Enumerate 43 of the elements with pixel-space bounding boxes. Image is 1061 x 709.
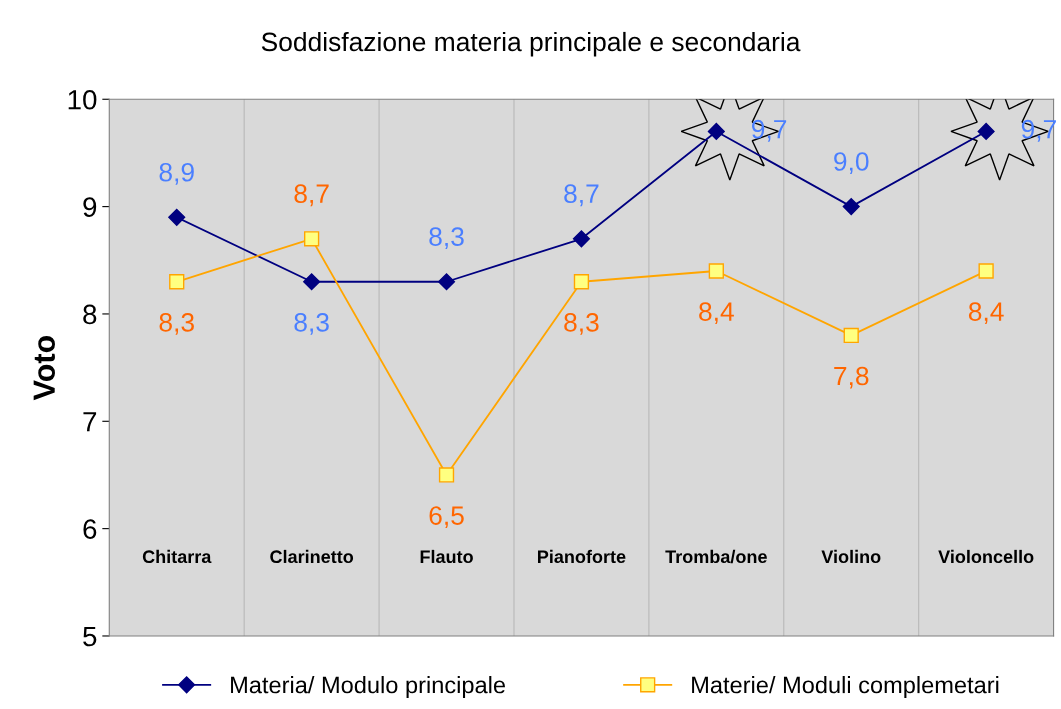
legend-label: Materie/ Moduli complemetari <box>692 676 999 699</box>
data-label: 8,7 <box>294 184 329 207</box>
point <box>842 198 860 216</box>
data-label: 8,3 <box>564 312 599 335</box>
data-label: 8,3 <box>429 227 464 250</box>
x-tick-label: Pianoforte <box>538 549 626 564</box>
data-label: 8,3 <box>159 312 194 335</box>
x-tick-label: Chitarra <box>142 549 212 564</box>
point <box>572 230 590 248</box>
point <box>303 231 320 247</box>
y-tick-label: 9 <box>83 197 97 217</box>
data-label: 9,0 <box>834 152 869 174</box>
point <box>707 122 725 141</box>
point <box>169 274 185 290</box>
y-tick-label: 7 <box>83 412 97 432</box>
x-tick-label: Flauto <box>420 549 473 564</box>
point <box>708 263 724 279</box>
y-tick-label: 5 <box>83 626 97 647</box>
data-label: 6,5 <box>429 506 464 529</box>
x-tick-label: Clarinetto <box>270 549 354 564</box>
point <box>437 273 456 291</box>
y-axis-title: Voto <box>33 335 55 401</box>
data-label: 8,4 <box>699 302 734 325</box>
point <box>977 122 995 141</box>
x-tick-label: Violino <box>821 549 881 564</box>
data-label: 8,7 <box>564 184 599 207</box>
point <box>573 274 590 290</box>
y-tick-label: 10 <box>68 89 97 110</box>
point <box>303 273 321 291</box>
point <box>168 208 186 226</box>
data-label: 7,8 <box>834 366 869 389</box>
point <box>438 467 455 483</box>
point <box>843 327 859 344</box>
chart-title: Soddisfazione materia principale e secondaria <box>261 31 801 57</box>
y-tick-label: 6 <box>83 519 97 539</box>
data-label: 8,3 <box>294 312 329 335</box>
x-tick-label: Tromba/one <box>665 549 767 564</box>
point <box>978 263 994 279</box>
x-tick-label: Violoncello <box>938 549 1034 564</box>
y-tick-label: 8 <box>83 304 97 325</box>
data-label: 8,9 <box>159 162 194 185</box>
legend-label: Materia/ Modulo principale <box>231 676 505 699</box>
data-label: 8,4 <box>968 302 1004 325</box>
